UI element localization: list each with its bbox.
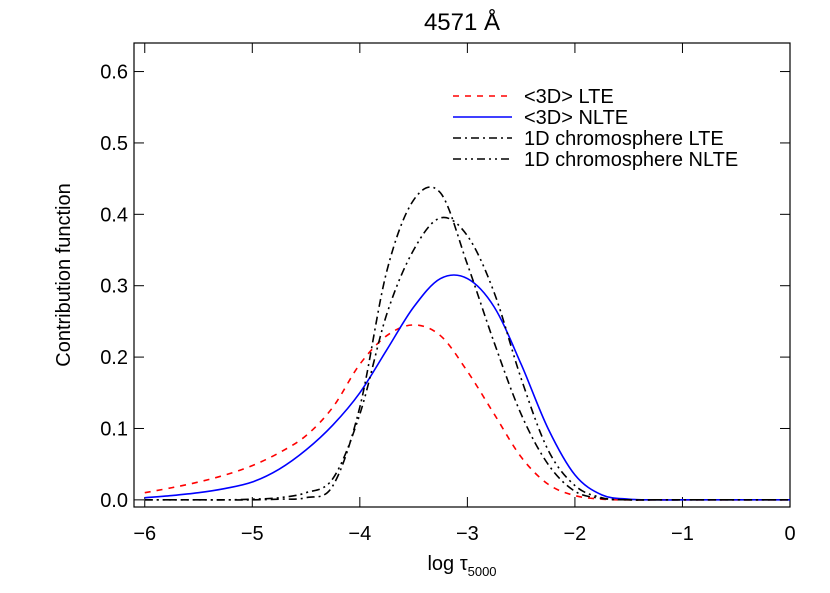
y-tick-label: 0.4: [100, 204, 128, 226]
x-axis-label-sub: 5000: [468, 564, 497, 579]
legend-label: <3D> NLTE: [524, 107, 628, 129]
legend-label: <3D> LTE: [524, 86, 614, 108]
series-line: [144, 186, 790, 501]
x-tick-label: −1: [671, 523, 694, 545]
y-tick-label: 0.0: [100, 490, 128, 512]
y-tick-label: 0.1: [100, 418, 128, 440]
chart-title: 4571 Å: [424, 8, 500, 36]
x-tick-label: −4: [348, 523, 371, 545]
x-tick-label: 0: [784, 523, 795, 545]
x-axis-label: log τ5000: [427, 553, 496, 579]
series-line: [144, 216, 790, 501]
x-tick-label: −5: [241, 523, 264, 545]
y-tick-label: 0.2: [100, 347, 128, 369]
legend-label: 1D chromosphere LTE: [524, 128, 724, 150]
x-axis-label-main: log τ: [427, 553, 467, 575]
y-tick-label: 0.3: [100, 276, 128, 298]
series-line: [144, 274, 790, 501]
series-line: [144, 324, 790, 501]
y-tick-label: 0.5: [100, 133, 128, 155]
legend-label: 1D chromosphere NLTE: [524, 149, 738, 171]
x-tick-label: −6: [133, 523, 156, 545]
plot-frame: [133, 42, 791, 508]
x-tick-label: −3: [456, 523, 479, 545]
y-tick-label: 0.6: [100, 62, 128, 84]
y-axis-label: Contribution function: [53, 183, 75, 366]
x-tick-label: −2: [564, 523, 587, 545]
